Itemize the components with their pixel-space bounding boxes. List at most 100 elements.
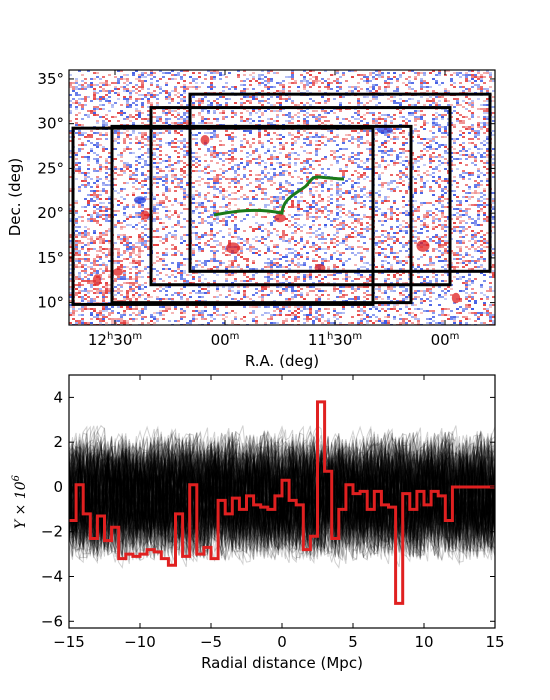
noise-cell (426, 224, 429, 226)
noise-cell (315, 250, 318, 252)
noise-cell (198, 192, 201, 194)
noise-cell (117, 82, 120, 84)
noise-cell (468, 118, 471, 120)
noise-cell (471, 130, 474, 132)
noise-cell (285, 260, 288, 262)
noise-cell (384, 216, 387, 218)
noise-cell (210, 150, 213, 152)
noise-cell (105, 82, 108, 84)
noise-cell (228, 260, 231, 262)
noise-cell (231, 160, 234, 162)
noise-cell (81, 118, 84, 120)
noise-cell (282, 148, 285, 150)
noise-cell (165, 206, 168, 208)
noise-cell (324, 156, 327, 158)
noise-cell (375, 172, 378, 174)
noise-cell (351, 180, 354, 182)
noise-cell (180, 254, 183, 256)
noise-cell (183, 150, 186, 152)
noise-cell (447, 70, 450, 72)
noise-cell (348, 258, 351, 260)
noise-cell (159, 202, 162, 204)
noise-cell (204, 96, 207, 98)
noise-cell (303, 138, 306, 140)
noise-cell (216, 152, 219, 154)
noise-cell (345, 244, 348, 246)
noise-cell (327, 100, 330, 102)
noise-cell (177, 82, 180, 84)
noise-cell (246, 198, 249, 200)
noise-cell (360, 120, 363, 122)
noise-cell (405, 150, 408, 152)
noise-cell (393, 240, 396, 242)
noise-cell (342, 72, 345, 74)
noise-cell (357, 104, 360, 106)
noise-cell (438, 126, 441, 128)
noise-cell (477, 84, 480, 86)
noise-cell (168, 216, 171, 218)
noise-cell (342, 268, 345, 270)
noise-cell (465, 96, 468, 98)
noise-cell (117, 236, 120, 238)
noise-cell (363, 174, 366, 176)
noise-cell (165, 92, 168, 94)
noise-cell (156, 102, 159, 104)
noise-cell (309, 152, 312, 154)
noise-cell (288, 226, 291, 228)
noise-cell (453, 222, 456, 224)
noise-cell (375, 242, 378, 244)
noise-cell (99, 256, 102, 258)
noise-cell (84, 174, 87, 176)
noise-cell (105, 168, 108, 170)
noise-cell (267, 178, 270, 180)
noise-cell (360, 202, 363, 204)
noise-cell (492, 172, 495, 174)
noise-cell (318, 228, 321, 230)
noise-cell (387, 154, 390, 156)
noise-cell (102, 88, 105, 90)
noise-cell (420, 126, 423, 128)
noise-cell (255, 214, 258, 216)
noise-cell (222, 118, 225, 120)
noise-cell (255, 98, 258, 100)
noise-cell (303, 76, 306, 78)
noise-cell (453, 194, 456, 196)
noise-cell (444, 100, 447, 102)
noise-cell (195, 82, 198, 84)
noise-cell (105, 162, 108, 164)
noise-cell (168, 156, 171, 158)
noise-cell (78, 144, 81, 146)
noise-cell (375, 236, 378, 238)
noise-cell (483, 218, 486, 220)
noise-cell (138, 236, 141, 238)
noise-cell (219, 242, 222, 244)
noise-cell (105, 234, 108, 236)
noise-cell (231, 152, 234, 154)
noise-cell (309, 78, 312, 80)
noise-cell (210, 238, 213, 240)
noise-cell (285, 266, 288, 268)
noise-cell (126, 80, 129, 82)
noise-cell (420, 110, 423, 112)
noise-cell (129, 82, 132, 84)
noise-cell (285, 180, 288, 182)
noise-cell (324, 136, 327, 138)
noise-cell (204, 78, 207, 80)
noise-cell (159, 88, 162, 90)
noise-cell (480, 200, 483, 202)
noise-cell (333, 136, 336, 138)
noise-cell (87, 228, 90, 230)
noise-cell (417, 264, 420, 266)
noise-cell (459, 230, 462, 232)
noise-cell (276, 196, 279, 198)
noise-cell (462, 210, 465, 212)
noise-cell (156, 86, 159, 88)
noise-cell (444, 250, 447, 252)
noise-cell (303, 210, 306, 212)
noise-cell (132, 102, 135, 104)
noise-cell (123, 78, 126, 80)
noise-cell (396, 214, 399, 216)
noise-cell (297, 86, 300, 88)
noise-cell (231, 158, 234, 160)
noise-cell (114, 184, 117, 186)
